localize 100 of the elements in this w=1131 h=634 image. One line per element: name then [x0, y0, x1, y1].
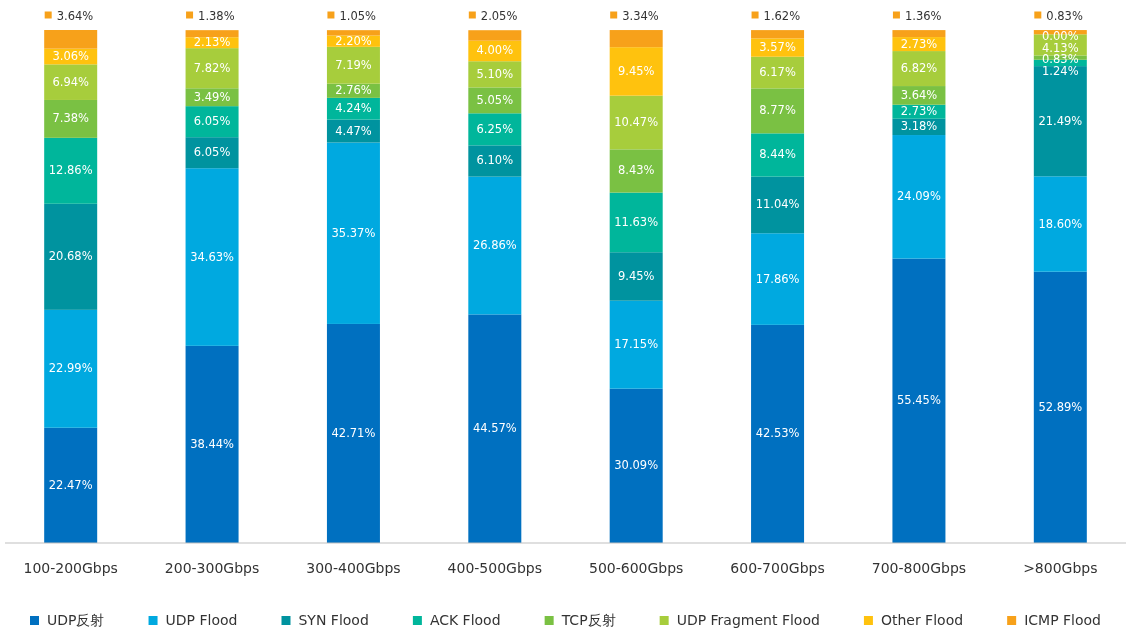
- bar: [468, 314, 522, 543]
- data-label: 17.15%: [614, 337, 659, 352]
- bar: [751, 176, 805, 234]
- data-label: 44.57%: [472, 421, 517, 436]
- data-label: 24.09%: [897, 189, 941, 204]
- data-label: 3.64%: [56, 8, 94, 23]
- data-label: 52.89%: [1038, 399, 1083, 414]
- bar: [468, 176, 522, 315]
- data-label: 38.44%: [190, 436, 235, 451]
- x-tick-label: 100-200Gbps: [23, 560, 118, 576]
- bar: [185, 48, 239, 89]
- data-label: 3.34%: [622, 8, 659, 23]
- bar: [44, 64, 98, 100]
- bar: [892, 30, 946, 38]
- data-label: 1.24%: [1042, 63, 1079, 78]
- legend-label: SYN Flood: [298, 612, 369, 628]
- data-label: 7.82%: [193, 60, 231, 75]
- bar: [326, 46, 380, 84]
- bar: [44, 30, 98, 49]
- data-label: 42.53%: [755, 426, 800, 441]
- bar: [468, 145, 522, 177]
- bar: [326, 30, 380, 36]
- data-label: 3.18%: [900, 119, 938, 134]
- bar: [609, 192, 663, 253]
- bar: [185, 30, 239, 38]
- bar: [609, 95, 663, 150]
- data-label: 10.47%: [614, 115, 659, 129]
- data-label: 9.45%: [617, 268, 655, 283]
- x-tick-label: 400-500Gbps: [447, 560, 543, 576]
- data-label: 1.38%: [198, 8, 235, 23]
- data-label: 8.43%: [617, 163, 655, 178]
- bar: [751, 30, 805, 39]
- data-label: 4.47%: [335, 123, 372, 138]
- data-label: 8.44%: [759, 147, 796, 162]
- data-label: 7.38%: [52, 111, 90, 126]
- bar: [609, 252, 663, 301]
- data-label: 4.00%: [476, 43, 514, 58]
- bar: [185, 345, 239, 543]
- data-label: 6.05%: [193, 145, 231, 160]
- bar: [892, 258, 946, 543]
- bar: [185, 168, 239, 346]
- bar: [609, 388, 663, 543]
- data-label: 11.63%: [614, 214, 659, 229]
- bar: [326, 142, 380, 324]
- x-tick-label: 700-800Gbps: [871, 560, 967, 576]
- data-label: 3.06%: [52, 49, 90, 64]
- bar: [1033, 271, 1087, 543]
- data-label: 3.57%: [759, 40, 796, 55]
- data-label: 30.09%: [614, 458, 659, 473]
- bar: [609, 149, 663, 193]
- data-label: 2.13%: [193, 35, 231, 50]
- data-label: 18.60%: [1038, 216, 1083, 231]
- data-label: 12.86%: [48, 163, 93, 178]
- data-label: 6.10%: [476, 153, 514, 168]
- data-label: 2.76%: [335, 83, 372, 98]
- data-label: 11.04%: [755, 197, 800, 212]
- legend-label: UDP Flood: [165, 612, 238, 628]
- data-label: 35.37%: [331, 225, 376, 240]
- legend-label: UDP Fragment Flood: [676, 612, 820, 628]
- bar: [1033, 176, 1087, 272]
- data-label: 26.86%: [472, 238, 517, 253]
- data-label: 0.83%: [1046, 8, 1083, 23]
- bar: [751, 88, 805, 134]
- data-label: 2.05%: [480, 8, 518, 23]
- data-label: 2.73%: [900, 104, 938, 119]
- x-tick-label: 200-300Gbps: [164, 560, 260, 576]
- data-label: 7.19%: [335, 57, 372, 72]
- bar: [751, 133, 805, 177]
- bar: [44, 99, 98, 138]
- bar: [892, 51, 946, 87]
- legend-label: ACK Flood: [429, 612, 501, 628]
- bar: [609, 300, 663, 389]
- data-label: 6.94%: [52, 74, 90, 89]
- x-tick-label: 500-600Gbps: [588, 560, 684, 576]
- data-label: 2.73%: [900, 36, 938, 51]
- data-label: 5.05%: [476, 92, 514, 107]
- x-tick-label: >800Gbps: [1023, 560, 1098, 576]
- x-tick-label: 300-400Gbps: [306, 560, 401, 576]
- bar: [44, 203, 98, 310]
- data-label: 6.25%: [476, 121, 514, 136]
- bar: [609, 47, 663, 96]
- data-label: 6.17%: [759, 65, 796, 80]
- bar: [44, 309, 98, 428]
- data-label: 6.82%: [900, 61, 938, 76]
- legend-label: TCP反射: [560, 612, 616, 628]
- data-label: 21.49%: [1038, 113, 1083, 128]
- legend-label: UDP反射: [47, 612, 105, 628]
- data-label: 17.86%: [755, 271, 800, 286]
- bar: [1033, 66, 1087, 177]
- bar: [609, 30, 663, 48]
- data-label: 6.05%: [193, 114, 231, 129]
- data-label: 5.10%: [476, 66, 514, 81]
- data-label: 55.45%: [897, 393, 941, 408]
- legend-label: Other Flood: [880, 612, 964, 628]
- data-label: 34.63%: [190, 249, 235, 264]
- bar: [44, 427, 98, 543]
- data-label: 3.49%: [193, 89, 231, 104]
- data-label: 2.20%: [335, 33, 372, 48]
- bar: [44, 137, 98, 204]
- data-label: 20.68%: [48, 249, 93, 264]
